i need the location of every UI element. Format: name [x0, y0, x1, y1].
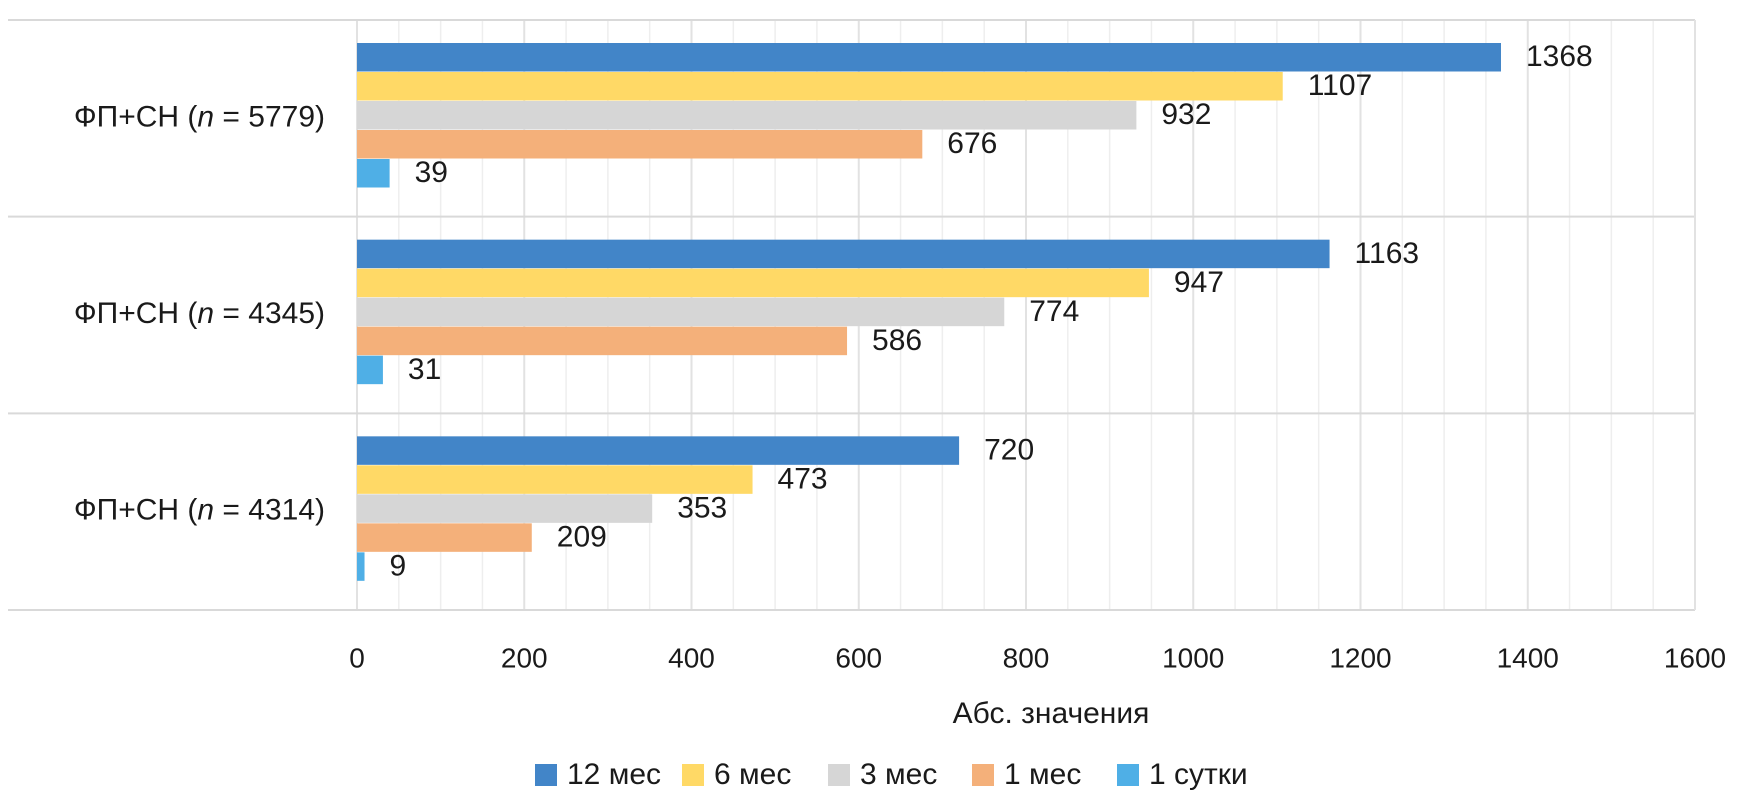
legend-label: 6 мес	[714, 758, 791, 791]
bar-3-мес	[357, 494, 653, 523]
x-tick-label: 1000	[1162, 642, 1224, 673]
legend-label: 12 мес	[567, 758, 661, 791]
bar-1-мес	[357, 130, 923, 159]
bar-6-мес	[357, 465, 753, 494]
bar-1-сутки	[357, 159, 390, 188]
data-label: 676	[947, 127, 997, 160]
data-label: 932	[1161, 98, 1211, 131]
bar-6-мес	[357, 72, 1283, 101]
bar-3-мес	[357, 297, 1005, 327]
category-label-part: = 5779)	[214, 100, 325, 133]
data-label: 947	[1174, 266, 1224, 299]
x-tick-label: 200	[501, 642, 548, 673]
n-symbol: n	[197, 297, 214, 330]
bar-6-мес	[357, 268, 1149, 298]
legend-swatch	[1117, 764, 1139, 786]
x-tick-label: 0	[349, 642, 365, 673]
data-label: 774	[1029, 295, 1079, 328]
data-label: 1107	[1308, 69, 1373, 102]
category-label-part: ФП+СН (	[74, 297, 198, 330]
x-tick-label: 1200	[1329, 642, 1391, 673]
data-label: 473	[778, 463, 828, 496]
legend-label: 3 мес	[860, 758, 937, 791]
data-label: 1368	[1526, 40, 1593, 73]
data-label: 39	[415, 156, 448, 189]
bar-12-мес	[357, 239, 1330, 269]
legend-label: 1 мес	[1004, 758, 1081, 791]
legend-swatch	[972, 764, 994, 786]
category-label: ФП+СН (n = 4314)	[74, 494, 325, 527]
category-label-part: = 4314)	[214, 494, 325, 527]
data-label: 9	[390, 550, 407, 583]
category-label-part: ФП+СН (	[74, 100, 198, 133]
category-label: ФП+СН (n = 4345)	[74, 297, 325, 330]
legend-label: 1 сутки	[1149, 758, 1248, 791]
bar-12-мес	[357, 43, 1501, 72]
legend-swatch	[535, 764, 557, 786]
bar-1-сутки	[357, 355, 383, 385]
data-label: 720	[984, 434, 1034, 467]
bar-12-мес	[357, 436, 960, 465]
x-tick-label: 800	[1003, 642, 1050, 673]
bar-1-мес	[357, 326, 848, 356]
x-tick-label: 400	[668, 642, 715, 673]
x-tick-label: 1600	[1664, 642, 1726, 673]
data-label: 1163	[1355, 237, 1420, 270]
bar-1-сутки	[357, 552, 365, 581]
category-label-part: ФП+СН (	[74, 494, 198, 527]
bar-1-мес	[357, 523, 532, 552]
data-label: 209	[557, 521, 607, 554]
bar-3-мес	[357, 101, 1137, 130]
data-label: 586	[872, 324, 922, 357]
x-tick-label: 1400	[1497, 642, 1559, 673]
legend-swatch	[828, 764, 850, 786]
x-tick-label: 600	[835, 642, 882, 673]
data-label: 353	[677, 492, 727, 525]
category-label: ФП+СН (n = 5779)	[74, 100, 325, 133]
n-symbol: n	[197, 100, 214, 133]
n-symbol: n	[197, 494, 214, 527]
legend-swatch	[682, 764, 704, 786]
data-label: 31	[408, 353, 441, 386]
x-axis-title: Абс. значения	[953, 697, 1150, 730]
category-label-part: = 4345)	[214, 297, 325, 330]
